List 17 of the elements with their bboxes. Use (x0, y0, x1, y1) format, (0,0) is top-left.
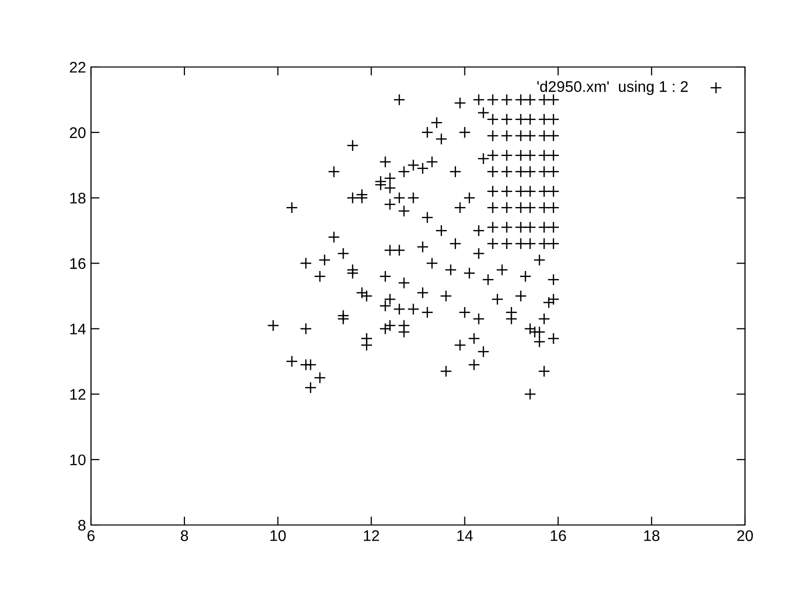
y-tick-label: 10 (70, 454, 86, 466)
x-tick-label: 14 (457, 530, 473, 541)
y-tick-label: 14 (70, 324, 86, 334)
x-tick-label: 6 (88, 530, 95, 542)
x-tick-label: 12 (364, 530, 380, 541)
y-tick-label: 18 (70, 192, 86, 204)
x-tick-label: 10 (270, 530, 286, 542)
x-tick-label: 8 (180, 530, 188, 542)
legend-label: 'd2950.xm' using 1 : 2 (537, 80, 688, 95)
y-tick-label: 22 (70, 62, 86, 73)
y-tick-label: 8 (78, 520, 86, 531)
y-tick-label: 20 (70, 127, 86, 138)
y-tick-label: 16 (70, 258, 86, 269)
x-tick-label: 18 (644, 530, 660, 542)
x-tick-label: 16 (550, 530, 566, 542)
x-tick-label: 20 (737, 530, 753, 542)
y-tick-label: 12 (70, 389, 86, 400)
